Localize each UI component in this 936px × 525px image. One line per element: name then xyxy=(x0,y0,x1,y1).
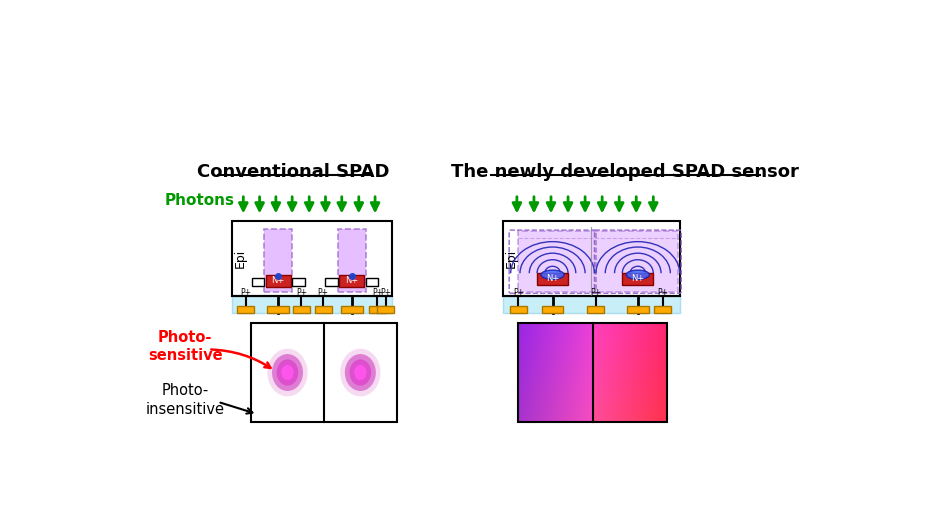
Bar xyxy=(503,221,680,296)
Bar xyxy=(369,306,386,313)
Text: P+: P+ xyxy=(380,288,391,297)
Bar xyxy=(293,306,310,313)
Bar xyxy=(264,228,292,292)
Ellipse shape xyxy=(272,354,303,391)
Text: Photo-
sensitive: Photo- sensitive xyxy=(148,330,223,363)
Text: P+: P+ xyxy=(241,288,251,297)
Text: P+: P+ xyxy=(372,288,383,297)
Bar xyxy=(519,231,678,292)
Ellipse shape xyxy=(541,270,564,279)
Text: Conventional SPAD: Conventional SPAD xyxy=(197,163,390,181)
Text: Photo-
insensitive: Photo- insensitive xyxy=(146,383,225,417)
Text: N+: N+ xyxy=(546,275,559,284)
Ellipse shape xyxy=(349,360,372,386)
Ellipse shape xyxy=(354,365,367,380)
Ellipse shape xyxy=(277,360,299,386)
Bar xyxy=(510,306,527,313)
Bar xyxy=(588,306,605,313)
Ellipse shape xyxy=(282,365,294,380)
Ellipse shape xyxy=(344,354,376,391)
Text: Epi: Epi xyxy=(505,249,518,268)
Bar xyxy=(537,273,568,285)
Bar xyxy=(340,275,364,287)
Bar xyxy=(366,278,378,286)
Text: P+: P+ xyxy=(296,288,307,297)
Bar xyxy=(542,306,563,313)
Text: The newly developed SPAD sensor: The newly developed SPAD sensor xyxy=(451,163,799,181)
Bar xyxy=(292,278,304,286)
Bar xyxy=(627,306,649,313)
Text: Epi: Epi xyxy=(234,249,247,268)
Ellipse shape xyxy=(340,349,381,396)
Bar xyxy=(237,306,255,313)
Text: N+: N+ xyxy=(631,275,644,284)
Bar xyxy=(251,323,397,422)
Bar xyxy=(266,275,290,287)
Text: Photons: Photons xyxy=(165,193,235,207)
Bar xyxy=(377,306,394,313)
Text: P+: P+ xyxy=(657,288,668,297)
Text: N+: N+ xyxy=(271,276,285,286)
Bar xyxy=(232,221,392,296)
Bar xyxy=(338,228,366,292)
Bar xyxy=(654,306,671,313)
Bar xyxy=(268,306,289,313)
Bar xyxy=(503,296,680,313)
Text: P+: P+ xyxy=(513,288,524,297)
Bar xyxy=(341,306,362,313)
Ellipse shape xyxy=(268,349,308,396)
Text: P+: P+ xyxy=(591,288,602,297)
Bar xyxy=(622,273,653,285)
Bar xyxy=(252,278,264,286)
Text: P+: P+ xyxy=(317,288,329,297)
Text: N+: N+ xyxy=(345,276,358,286)
Bar xyxy=(314,306,331,313)
Bar xyxy=(326,278,338,286)
Ellipse shape xyxy=(626,270,650,279)
Bar xyxy=(519,323,667,422)
Bar xyxy=(232,296,392,313)
